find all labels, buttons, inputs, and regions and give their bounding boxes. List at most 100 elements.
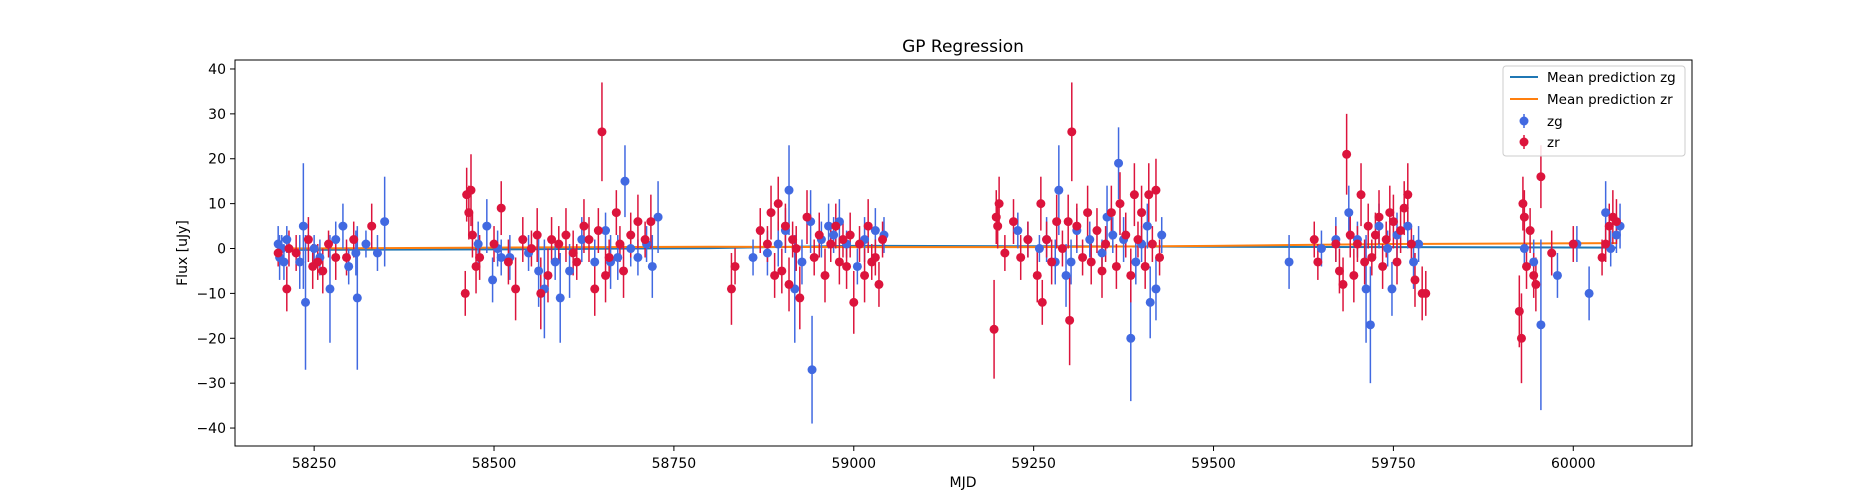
data-point-zr xyxy=(1016,252,1026,262)
data-point-zr xyxy=(1133,235,1143,245)
data-point-zr xyxy=(788,235,798,245)
data-point-zg xyxy=(325,284,335,294)
data-point-zr xyxy=(1516,333,1526,343)
data-point-zr xyxy=(460,288,470,298)
data-point-zr xyxy=(809,252,819,262)
data-point-zr xyxy=(1536,172,1546,182)
data-point-zr xyxy=(1604,221,1614,231)
data-point-zr xyxy=(1611,217,1621,227)
data-point-zr xyxy=(795,293,805,303)
data-point-zr xyxy=(762,239,772,249)
data-point-zg xyxy=(626,244,636,254)
data-point-zg xyxy=(601,226,611,236)
data-point-zr xyxy=(770,270,780,280)
data-point-zr xyxy=(1568,239,1578,249)
data-point-zr xyxy=(1385,208,1395,218)
data-point-zr xyxy=(849,297,859,307)
data-point-zr xyxy=(318,266,328,276)
data-point-zg xyxy=(1552,270,1562,280)
data-point-zr xyxy=(1042,235,1052,245)
data-point-zg xyxy=(488,275,498,285)
data-point-zr xyxy=(1601,239,1611,249)
data-point-zr xyxy=(1370,230,1380,240)
data-point-zg xyxy=(577,235,587,245)
data-point-zr xyxy=(496,203,506,213)
data-point-zr xyxy=(1000,248,1010,258)
data-point-zg xyxy=(338,221,348,231)
data-point-zg xyxy=(797,257,807,267)
data-point-zr xyxy=(282,284,292,294)
data-point-zg xyxy=(1142,221,1152,231)
data-point-zr xyxy=(773,199,783,209)
data-point-zg xyxy=(1403,221,1413,231)
data-point-zr xyxy=(604,252,614,262)
data-point-zr xyxy=(1367,252,1377,262)
data-point-zr xyxy=(1378,261,1388,271)
data-point-zr xyxy=(640,235,650,245)
data-point-zg xyxy=(633,252,643,262)
data-point-zg xyxy=(1131,257,1141,267)
data-point-zr xyxy=(543,270,553,280)
data-point-zr xyxy=(1381,235,1391,245)
data-point-zr xyxy=(1356,190,1366,200)
data-point-zr xyxy=(1529,270,1539,280)
data-point-zr xyxy=(1063,217,1073,227)
data-point-zr xyxy=(367,221,377,231)
data-point-zg xyxy=(1316,244,1326,254)
x-tick-label: 59000 xyxy=(832,456,877,472)
legend-label-zg: zg xyxy=(1547,114,1563,130)
data-point-zg xyxy=(496,252,506,262)
data-point-zg xyxy=(282,235,292,245)
x-tick-label: 59750 xyxy=(1371,456,1416,472)
data-point-zg xyxy=(372,248,382,258)
legend-label-zr-line: Mean prediction zr xyxy=(1547,92,1673,108)
data-point-zr xyxy=(1144,190,1154,200)
data-point-zr xyxy=(994,199,1004,209)
data-point-zr xyxy=(834,257,844,267)
data-point-zg xyxy=(298,221,308,231)
data-point-zr xyxy=(568,248,578,258)
data-point-zr xyxy=(1052,217,1062,227)
data-point-zr xyxy=(561,230,571,240)
data-point-zg xyxy=(482,221,492,231)
data-point-zr xyxy=(1126,270,1136,280)
data-point-zr xyxy=(1403,190,1413,200)
data-point-zr xyxy=(1519,212,1529,222)
data-point-zr xyxy=(1101,239,1111,249)
data-point-zr xyxy=(1345,230,1355,240)
data-point-zr xyxy=(874,279,884,289)
data-point-zr xyxy=(471,261,481,271)
data-point-zr xyxy=(989,324,999,334)
data-point-zr xyxy=(1522,261,1532,271)
data-point-zg xyxy=(1601,208,1611,218)
data-point-zr xyxy=(1349,270,1359,280)
data-point-zr xyxy=(1388,217,1398,227)
data-point-zg xyxy=(295,257,305,267)
data-point-zg xyxy=(852,261,862,271)
data-point-zr xyxy=(1155,252,1165,262)
data-point-zr xyxy=(1047,257,1057,267)
data-point-zg xyxy=(1097,248,1107,258)
data-point-zr xyxy=(1106,208,1116,218)
data-point-zr xyxy=(1032,270,1042,280)
data-point-zr xyxy=(536,288,546,298)
y-tick-label: 30 xyxy=(208,107,226,123)
data-point-zr xyxy=(1111,261,1121,271)
data-point-zg xyxy=(331,235,341,245)
x-axis-ticks: 58250 58500 58750 59000 59250 59500 59750 60000 xyxy=(292,446,1596,472)
y-tick-label: 10 xyxy=(208,197,226,213)
data-point-zr xyxy=(467,230,477,240)
data-point-zg xyxy=(1383,244,1393,254)
data-point-zg xyxy=(361,239,371,249)
x-tick-label: 58500 xyxy=(472,456,517,472)
data-point-zr xyxy=(1360,257,1370,267)
data-point-zr xyxy=(784,279,794,289)
data-point-zg xyxy=(1611,230,1621,240)
x-tick-label: 59250 xyxy=(1011,456,1056,472)
data-point-zr xyxy=(532,230,542,240)
data-point-zr xyxy=(611,208,621,218)
data-point-zg xyxy=(807,365,817,375)
data-point-zr xyxy=(273,248,283,258)
data-point-zr xyxy=(1067,127,1077,137)
data-point-zr xyxy=(626,230,636,240)
